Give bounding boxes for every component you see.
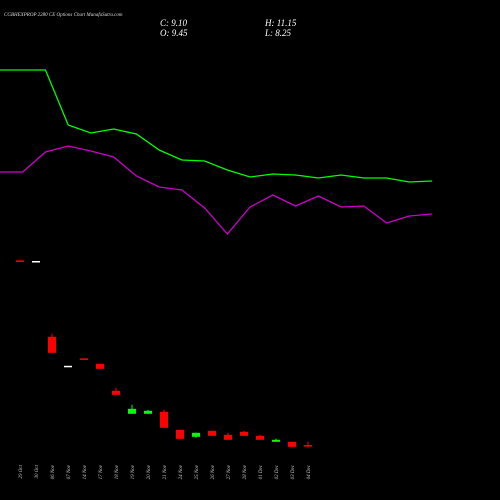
x-tick-label: 14 Nov [83, 464, 88, 479]
x-tick-label: 02 Dec [275, 464, 280, 479]
candle-body [192, 432, 200, 437]
candle-body [288, 441, 296, 447]
candle-body [272, 439, 280, 442]
x-tick-label: 28 Nov [243, 464, 248, 479]
candle-body [80, 358, 88, 360]
x-tick-label: 20 Nov [147, 464, 152, 479]
candle-body [176, 429, 184, 439]
x-tick-label: 03 Dec [291, 464, 296, 479]
candle-body [144, 410, 152, 414]
candle-body [208, 430, 216, 436]
candle-body [112, 390, 120, 395]
open-label: O: 9.45 [160, 28, 188, 38]
candle-body [128, 408, 136, 414]
x-tick-label: 01 Dec [259, 464, 264, 479]
x-tick-label: 27 Nov [227, 464, 232, 479]
x-tick-label: 26 Nov [211, 464, 216, 479]
average-line [0, 145, 433, 235]
candle-body [48, 336, 56, 353]
close-label: C: 9.10 [160, 18, 188, 28]
x-tick-label: 17 Nov [99, 464, 104, 479]
x-tick-label: 06 Nov [51, 464, 56, 479]
candle-body [96, 363, 104, 369]
x-tick-label: 24 Nov [179, 464, 184, 479]
x-tick-label: 30 Oct [35, 464, 40, 478]
candle-body [304, 445, 312, 447]
x-tick-label: 25 Nov [195, 464, 200, 479]
candle-body [64, 365, 72, 368]
high-label: H: 11.15 [264, 18, 297, 28]
x-tick-label: 04 Dec [307, 464, 312, 479]
x-tick-label: 21 Nov [163, 464, 168, 479]
low-label: L: 8.25 [264, 28, 292, 38]
x-tick-label: 07 Nov [67, 464, 72, 479]
candle-body [256, 435, 264, 440]
average-line [0, 69, 433, 183]
x-tick-label: 29 Oct [19, 464, 24, 478]
candle-body [16, 260, 24, 262]
x-tick-label: 19 Nov [131, 464, 136, 479]
candle-body [32, 261, 40, 263]
candle-body [240, 431, 248, 436]
candle-body [224, 434, 232, 440]
chart-title: CGBHEXPROP 2280 CE Options Chart MunafaS… [4, 13, 123, 18]
candle-body [160, 411, 168, 428]
x-tick-label: 18 Nov [115, 464, 120, 479]
